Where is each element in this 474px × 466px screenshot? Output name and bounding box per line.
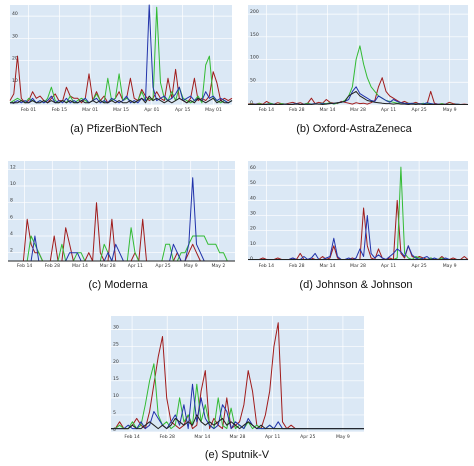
panel-4-ytick-label: 15: [113, 376, 119, 382]
panel-2-ytick-label: 2: [10, 248, 13, 254]
panel-e-sputnik: (e) Sputnik-V 0 5 10 15 20 25 30 Feb 14 Feb 28 Ma…: [111, 316, 364, 461]
panel-1-xtick-label: Mar 28: [350, 107, 366, 113]
panel-2-xtick-label: Mar 14: [72, 263, 88, 269]
panel-3-ytick-label: 30: [250, 211, 256, 217]
panel-2-xtick-label: May 9: [184, 263, 198, 269]
panel-3-ytick-label: 40: [250, 195, 256, 201]
panel-1-ytick-label: 100: [250, 55, 259, 61]
panel-0-xtick-label: Apr 01: [144, 107, 159, 113]
panel-4-ytick-label: 10: [113, 393, 119, 399]
panel-c-moderna: (c) Moderna 2 4 6 8 10 12 Feb 14 Feb 28 Mar 14 Ma…: [8, 161, 235, 291]
panel-1-series-black: [248, 90, 468, 105]
panel-2-ytick-label: 8: [10, 198, 13, 204]
panel-4-xtick-label: Feb 28: [159, 434, 175, 440]
caption-b: (b) Oxford-AstraZeneca: [296, 123, 412, 135]
panel-4-ytick-label: 25: [113, 342, 119, 348]
panel-2-xtick-label: Feb 14: [17, 263, 33, 269]
caption-d: (d) Johnson & Johnson: [299, 279, 412, 291]
panel-2-ytick-label: 6: [10, 214, 13, 220]
panel-4-xtick-label: Mar 14: [194, 434, 210, 440]
panel-0-ytick-label: 40: [12, 11, 18, 17]
panel-1-ytick-label: 50: [250, 77, 256, 83]
panel-0-xtick-label: Mar 15: [113, 107, 129, 113]
panel-2-ytick-label: 10: [10, 181, 16, 187]
panel-3-xtick-label: May 9: [443, 263, 457, 269]
panel-3-ytick-label: 50: [250, 180, 256, 186]
caption-c: (c) Moderna: [88, 279, 148, 291]
panel-1-ytick-label: 0: [250, 100, 253, 106]
panel-4-xtick-label: Feb 14: [124, 434, 140, 440]
panel-4-ytick-label: 5: [113, 410, 116, 416]
panel-0-ytick-label: 20: [12, 56, 18, 62]
panel-0-series-black: [10, 95, 233, 104]
panel-3-ytick-label: 60: [250, 165, 256, 171]
panel-2-xtick-label: Feb 28: [45, 263, 61, 269]
panel-1-xtick-label: May 9: [443, 107, 457, 113]
panel-1-xtick-label: Apr 25: [411, 107, 426, 113]
panel-3-xtick-label: Apr 25: [411, 263, 426, 269]
panel-4-ytick-label: 30: [113, 325, 119, 331]
panel-2-ytick-label: 4: [10, 231, 13, 237]
panel-0-xtick-label: May 01: [205, 107, 222, 113]
panel-1-xtick-label: Feb 14: [259, 107, 275, 113]
panel-0-xtick-label: Feb 01: [21, 107, 37, 113]
panel-1-xtick-label: Apr 11: [381, 107, 396, 113]
panel-2-ytick-label: 12: [10, 164, 16, 170]
panel-1-ytick-label: 200: [250, 9, 259, 15]
panel-2-xtick-label: Mar 28: [100, 263, 116, 269]
panel-0-xtick-label: Feb 15: [52, 107, 68, 113]
panel-1-ytick-label: 150: [250, 32, 259, 38]
panel-1-xtick-label: Feb 28: [289, 107, 305, 113]
panel-3-xtick-label: Mar 14: [319, 263, 335, 269]
panel-b-oxford: (b) Oxford-AstraZeneca 0 50 100 150 200 Feb 1…: [247, 5, 469, 135]
panel-3-ytick-label: 20: [250, 226, 256, 232]
panel-0-ytick-label: 30: [12, 33, 18, 39]
panel-4-ytick-label: 20: [113, 359, 119, 365]
panel-2-xtick-label: Apr 11: [128, 263, 143, 269]
panel-3-xtick-label: Mar 28: [350, 263, 366, 269]
panel-4-series-black: [111, 414, 364, 430]
panel-2-plot-area: [8, 161, 235, 261]
panel-3-xtick-label: Apr 11: [381, 263, 396, 269]
caption-a: (a) PfizerBioNTech: [70, 123, 162, 135]
panel-2-xtick-label: May 2: [211, 263, 225, 269]
caption-e: (e) Sputnik-V: [205, 449, 270, 461]
panel-0-xtick-label: Mar 01: [82, 107, 98, 113]
panel-4-ytick-label: 0: [113, 427, 116, 433]
panel-4-xtick-label: Apr 11: [265, 434, 280, 440]
panel-3-xtick-label: Feb 28: [289, 263, 305, 269]
panel-3-xtick-label: Feb 14: [259, 263, 275, 269]
panel-4-xtick-label: Apr 25: [300, 434, 315, 440]
panel-2-xtick-label: Apr 25: [155, 263, 170, 269]
panel-4-xtick-label: May 9: [336, 434, 350, 440]
panel-0-xtick-label: Apr 15: [175, 107, 190, 113]
panel-3-ytick-label: 10: [250, 241, 256, 247]
panel-1-xtick-label: Mar 14: [319, 107, 335, 113]
panel-4-xtick-label: Mar 28: [230, 434, 246, 440]
